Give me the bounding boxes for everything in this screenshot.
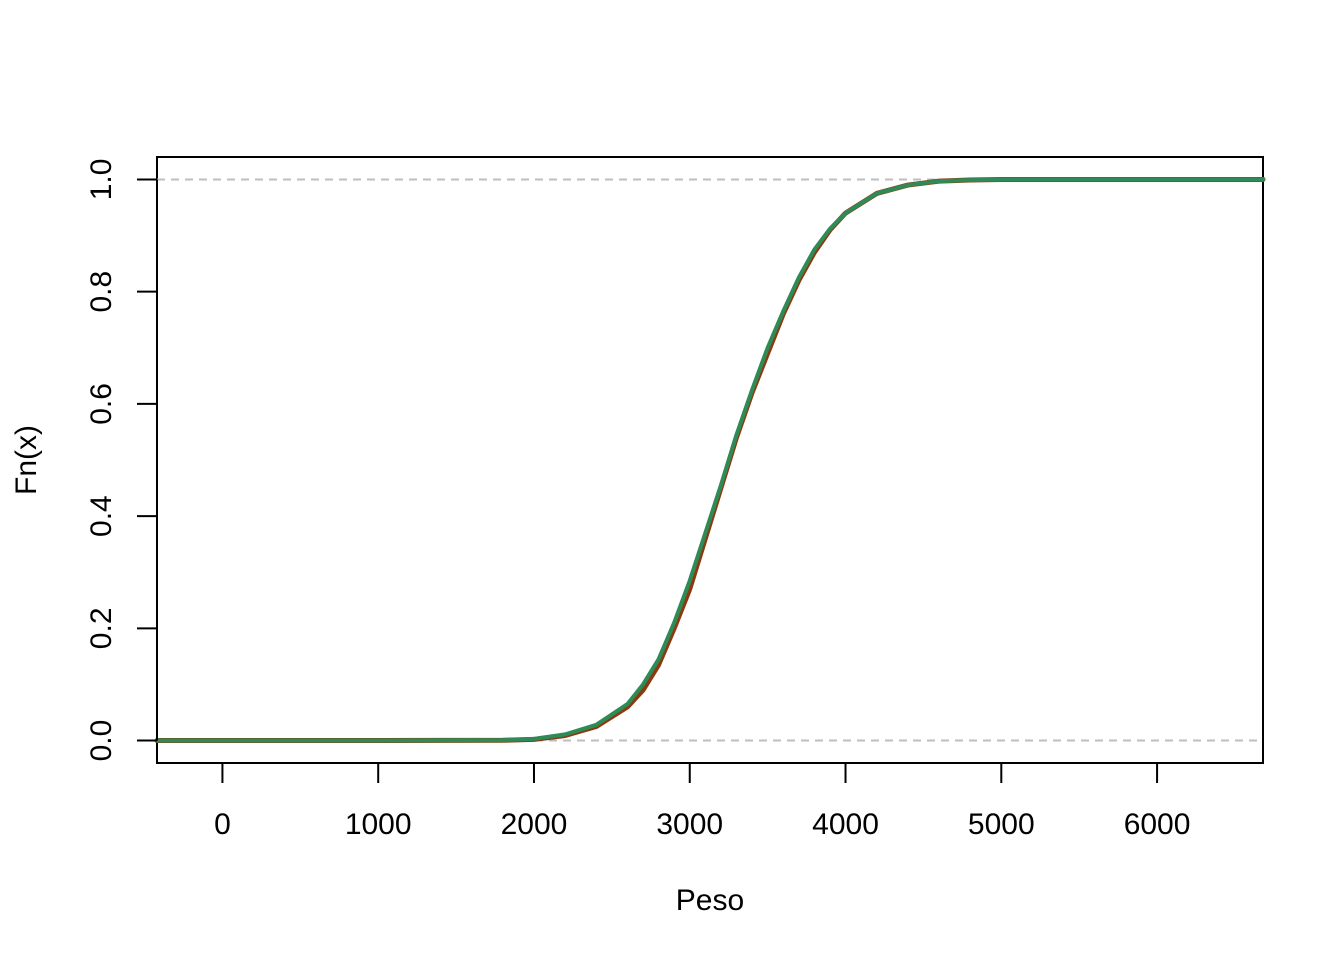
x-tick-label-4: 4000 [812,808,879,841]
y-tick-label-2: 0.4 [85,495,118,537]
x-tick-label-2: 2000 [501,808,568,841]
y-tick-label-4: 0.8 [85,271,118,313]
plot-frame [156,156,1264,764]
y-tick-label-1: 0.2 [85,607,118,649]
ecdf-series-1 [155,177,1265,743]
y-axis: 0.0 0.2 0.4 0.6 0.8 1.0 [85,159,158,762]
y-axis-label: Fn(x) [10,425,43,495]
x-tick-label-1: 1000 [345,808,412,841]
series-layer [154,176,1266,744]
x-tick-label-6: 6000 [1124,808,1191,841]
y-tick-label-3: 0.6 [85,383,118,425]
ecdf-series-0 [154,176,1266,744]
reference-lines [157,178,1263,742]
y-tick-label-0: 0.0 [85,720,118,762]
x-axis: 0 1000 2000 3000 4000 5000 6000 [214,762,1191,841]
x-axis-label: Peso [676,884,744,917]
y-tick-label-5: 1.0 [85,159,118,201]
x-tick-label-3: 3000 [656,808,723,841]
x-tick-label-5: 5000 [968,808,1035,841]
x-tick-label-0: 0 [214,808,231,841]
